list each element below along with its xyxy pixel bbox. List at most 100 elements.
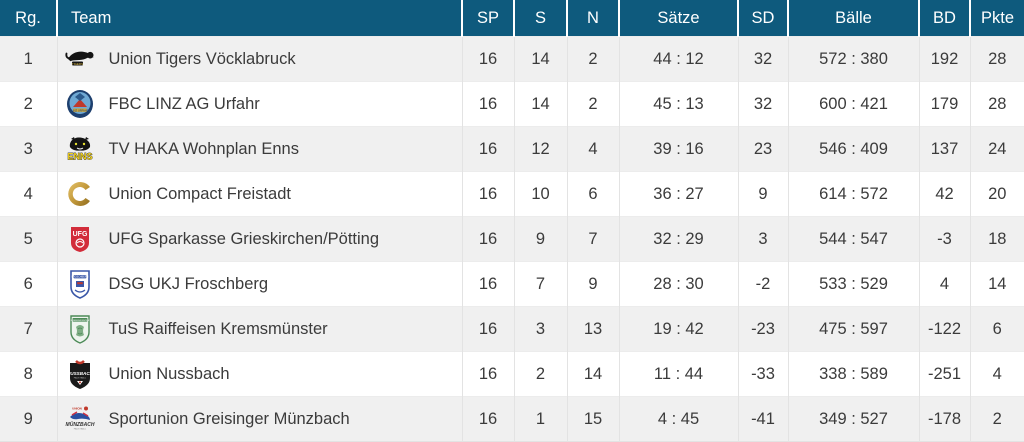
sp-cell: 16 [462, 81, 515, 127]
svg-text:LINZ URFAHR: LINZ URFAHR [71, 108, 88, 112]
table-row: 5 UFG UFG Sparkasse Grieskirchen/Pötting… [0, 216, 1024, 262]
bd-cell: 192 [919, 36, 971, 82]
tus-raiffeisen-kremsmuenster-logo: KREMSMÜNSTER [64, 312, 96, 346]
svg-text:UFG: UFG [72, 231, 87, 238]
rank-cell: 7 [0, 306, 58, 352]
pkte-cell: 2 [970, 396, 1024, 442]
pkte-cell: 18 [970, 216, 1024, 262]
sp-cell: 16 [462, 261, 515, 307]
team-name[interactable]: TV HAKA Wohnplan Enns [108, 139, 299, 158]
sp-cell: 16 [462, 126, 515, 172]
baelle-cell: 572 : 380 [788, 36, 920, 82]
team-name[interactable]: UFG Sparkasse Grieskirchen/Pötting [108, 229, 380, 248]
col-header-n: N [567, 0, 620, 37]
team-cell: KREMSMÜNSTER TuS Raiffeisen Kremsmünster [57, 306, 463, 352]
n-cell: 4 [567, 126, 620, 172]
sp-cell: 16 [462, 306, 515, 352]
baelle-cell: 544 : 547 [788, 216, 920, 262]
bd-cell: 42 [919, 171, 971, 217]
sd-cell: 32 [738, 81, 789, 127]
table-row: 3 ENNS TV HAKA Wohnpla [0, 126, 1024, 172]
union-tigers-voecklabruck-logo: TIGERS [64, 42, 96, 76]
bd-cell: 137 [919, 126, 971, 172]
baelle-cell: 475 : 597 [788, 306, 920, 352]
saetze-cell: 44 : 12 [619, 36, 739, 82]
col-header-sp: SP [462, 0, 515, 37]
pkte-cell: 20 [970, 171, 1024, 217]
team-name[interactable]: Sportunion Greisinger Münzbach [108, 409, 350, 428]
sp-cell: 16 [462, 171, 515, 217]
team-cell: ENNS TV HAKA Wohnplan Enns [57, 126, 463, 172]
sp-cell: 16 [462, 351, 515, 397]
svg-text:KREMSMÜNSTER: KREMSMÜNSTER [70, 319, 89, 322]
saetze-cell: 4 : 45 [619, 396, 739, 442]
team-cell: Union Compact Freistadt [57, 171, 463, 217]
saetze-cell: 11 : 44 [619, 351, 739, 397]
team-cell: LINZ URFAHR FBC LINZ AG Urfahr [57, 81, 463, 127]
team-name[interactable]: FBC LINZ AG Urfahr [108, 94, 260, 113]
baelle-cell: 349 : 527 [788, 396, 920, 442]
union-nussbach-logo: NUSSBACH FAUSTBALL [64, 357, 96, 391]
table-row: 2 LINZ URFAHR FBC LINZ AG Urfahr [0, 81, 1024, 127]
svg-text:TIGERS: TIGERS [71, 62, 82, 66]
s-cell: 10 [514, 171, 568, 217]
col-header-baelle: Bälle [788, 0, 920, 37]
pkte-cell: 4 [970, 351, 1024, 397]
sd-cell: 23 [738, 126, 789, 172]
table-header: Rg. Team SP S N Sätze SD Bälle BD Pkte [0, 0, 1024, 37]
team-name[interactable]: DSG UKJ Froschberg [108, 274, 269, 293]
sd-cell: -2 [738, 261, 789, 307]
n-cell: 2 [567, 36, 620, 82]
sp-cell: 16 [462, 36, 515, 82]
table-body: 1 TIGERS Union Tigers Vöcklabruck [0, 36, 1024, 442]
pkte-cell: 28 [970, 81, 1024, 127]
pkte-cell: 24 [970, 126, 1024, 172]
rank-cell: 9 [0, 396, 58, 442]
team-cell: UFG UFG Sparkasse Grieskirchen/Pötting [57, 216, 463, 262]
rank-cell: 6 [0, 261, 58, 307]
bd-cell: -251 [919, 351, 971, 397]
s-cell: 14 [514, 81, 568, 127]
baelle-cell: 614 : 572 [788, 171, 920, 217]
table-row: 1 TIGERS Union Tigers Vöcklabruck [0, 36, 1024, 82]
bd-cell: 179 [919, 81, 971, 127]
sd-cell: -41 [738, 396, 789, 442]
pkte-cell: 14 [970, 261, 1024, 307]
fbc-linz-ag-urfahr-logo: LINZ URFAHR [64, 87, 96, 121]
sd-cell: 32 [738, 36, 789, 82]
team-name[interactable]: Union Nussbach [108, 364, 230, 383]
s-cell: 3 [514, 306, 568, 352]
svg-text:MÜNZBACH: MÜNZBACH [65, 421, 94, 428]
saetze-cell: 39 : 16 [619, 126, 739, 172]
table-row: 4 [0, 171, 1024, 217]
col-header-pkte: Pkte [970, 0, 1024, 37]
team-name[interactable]: Union Compact Freistadt [108, 184, 292, 203]
sportunion-greisinger-muenzbach-logo: UNION MÜNZBACH FAUSTBALL [64, 402, 96, 436]
svg-text:FAUSTBALL: FAUSTBALL [73, 428, 86, 431]
n-cell: 7 [567, 216, 620, 262]
table-row: 9 UNION MÜNZBACH FAUSTBALL Sportunion G [0, 396, 1024, 442]
s-cell: 7 [514, 261, 568, 307]
saetze-cell: 36 : 27 [619, 171, 739, 217]
saetze-cell: 28 : 30 [619, 261, 739, 307]
n-cell: 2 [567, 81, 620, 127]
s-cell: 14 [514, 36, 568, 82]
s-cell: 12 [514, 126, 568, 172]
baelle-cell: 533 : 529 [788, 261, 920, 307]
team-name[interactable]: Union Tigers Vöcklabruck [108, 49, 296, 68]
col-header-team: Team [57, 0, 463, 37]
col-header-sd: SD [738, 0, 789, 37]
pkte-cell: 28 [970, 36, 1024, 82]
rank-cell: 3 [0, 126, 58, 172]
team-cell: FROSCHBERG DSG UKJ Froschberg [57, 261, 463, 307]
n-cell: 9 [567, 261, 620, 307]
team-name[interactable]: TuS Raiffeisen Kremsmünster [108, 319, 328, 338]
rank-cell: 2 [0, 81, 58, 127]
s-cell: 2 [514, 351, 568, 397]
n-cell: 14 [567, 351, 620, 397]
pkte-cell: 6 [970, 306, 1024, 352]
baelle-cell: 600 : 421 [788, 81, 920, 127]
bd-cell: -122 [919, 306, 971, 352]
n-cell: 15 [567, 396, 620, 442]
sd-cell: -33 [738, 351, 789, 397]
